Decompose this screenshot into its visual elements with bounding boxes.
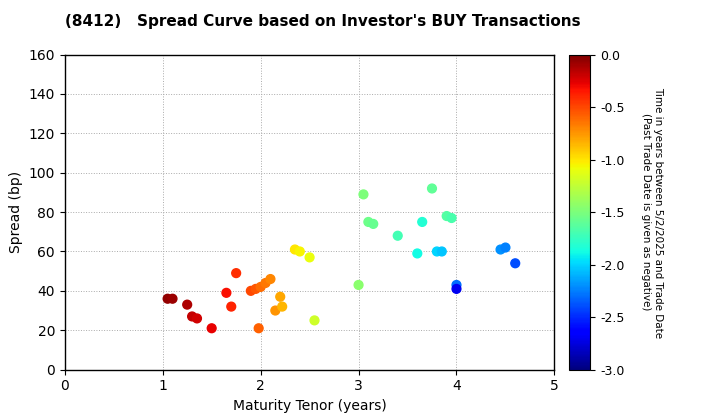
Point (181, 301, 193, 308)
Point (412, 250, 423, 257)
Point (451, 286, 462, 292)
Point (358, 191, 369, 198)
Point (260, 280, 271, 286)
Point (304, 254, 315, 261)
Point (367, 220, 379, 227)
Point (353, 281, 364, 288)
Point (225, 303, 237, 310)
Point (431, 248, 443, 255)
Point (426, 185, 438, 192)
Point (363, 218, 374, 225)
Point (289, 246, 301, 253)
Point (206, 325, 217, 332)
Point (510, 260, 521, 267)
Y-axis label: Time in years between 5/2/2025 and Trade Date
(Past Trade Date is given as negat: Time in years between 5/2/2025 and Trade… (642, 87, 663, 338)
Point (441, 213, 452, 219)
Point (309, 317, 320, 324)
Point (416, 218, 428, 225)
Point (167, 295, 179, 302)
Point (230, 270, 242, 276)
Point (192, 315, 203, 322)
Point (162, 295, 174, 302)
Point (294, 248, 305, 255)
Point (500, 244, 511, 251)
Point (186, 313, 198, 320)
Point (451, 281, 462, 288)
Point (265, 276, 276, 282)
Point (253, 325, 264, 332)
Point (269, 307, 281, 314)
Point (436, 248, 448, 255)
Point (255, 284, 266, 290)
X-axis label: Maturity Tenor (years): Maturity Tenor (years) (233, 399, 387, 413)
Point (245, 287, 256, 294)
Text: (8412)   Spread Curve based on Investor's BUY Transactions: (8412) Spread Curve based on Investor's … (65, 14, 580, 29)
Point (274, 294, 286, 300)
Point (250, 286, 261, 292)
Point (495, 246, 506, 253)
Point (276, 303, 288, 310)
Point (392, 232, 403, 239)
Point (446, 215, 457, 221)
Point (220, 289, 232, 296)
Y-axis label: Spread (bp): Spread (bp) (9, 171, 23, 253)
